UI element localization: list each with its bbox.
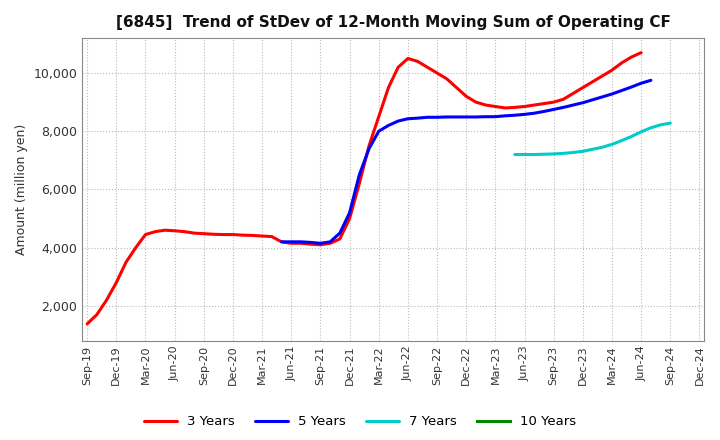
Legend: 3 Years, 5 Years, 7 Years, 10 Years: 3 Years, 5 Years, 7 Years, 10 Years xyxy=(138,410,582,433)
Y-axis label: Amount (million yen): Amount (million yen) xyxy=(15,124,28,255)
Title: [6845]  Trend of StDev of 12-Month Moving Sum of Operating CF: [6845] Trend of StDev of 12-Month Moving… xyxy=(116,15,671,30)
